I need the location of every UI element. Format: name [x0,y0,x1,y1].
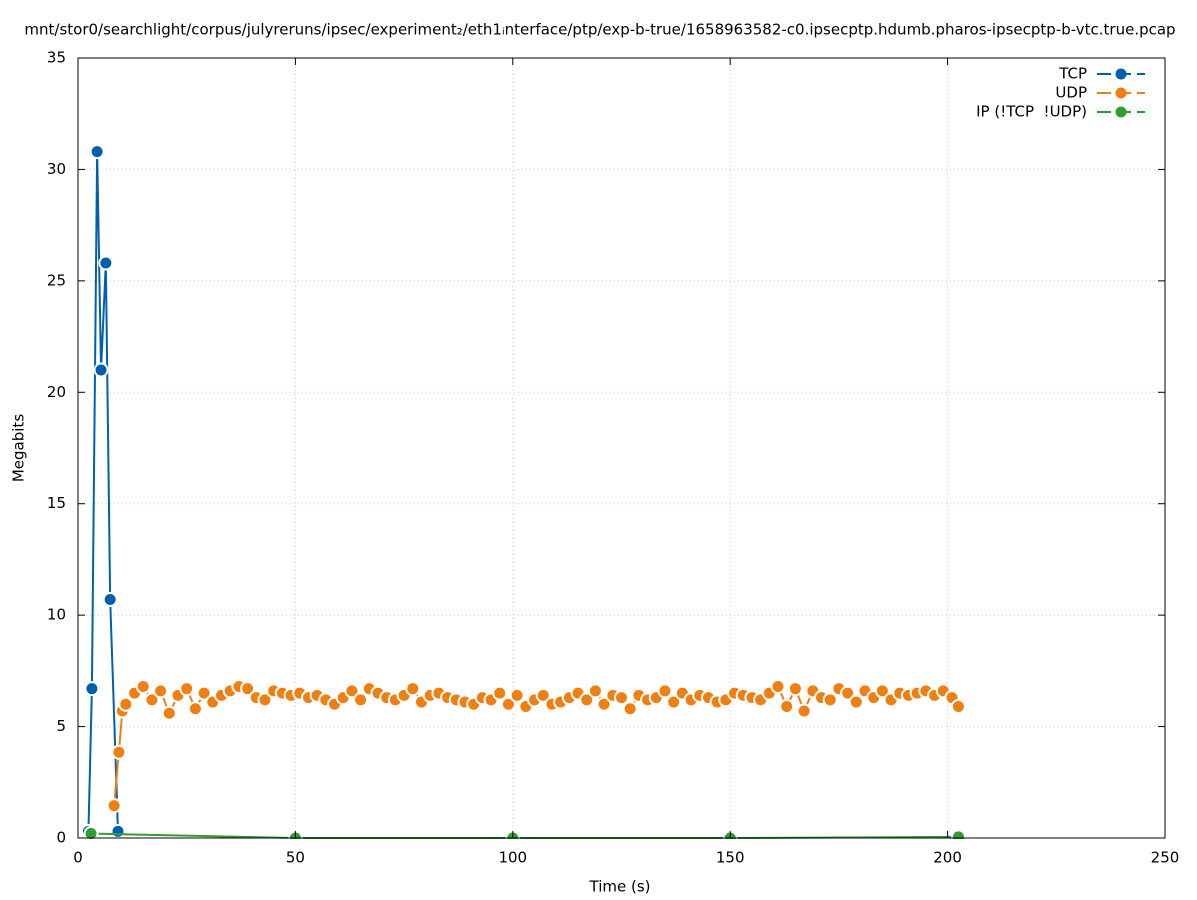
plot-area [80,144,966,839]
data-point [344,683,360,699]
x-tick-label: 0 [73,849,83,867]
x-tick-label: 150 [716,849,745,867]
y-tick-label: 0 [56,829,66,847]
data-point [93,362,109,378]
data-point [135,678,151,694]
legend-marker [1115,87,1127,99]
legend-marker [1115,106,1127,118]
legend-label: UDP [1055,84,1087,102]
data-point [579,692,595,708]
y-tick-label: 15 [47,494,66,512]
data-point [353,692,369,708]
data-point [102,592,118,608]
data-point [666,694,682,710]
data-point [950,829,966,839]
legend-label: IP (!TCP !UDP) [976,103,1087,121]
data-point [874,683,890,699]
data-point [111,744,127,760]
data-point [144,692,160,708]
data-point [240,681,256,697]
data-point [196,685,212,701]
x-tick-label: 100 [498,849,527,867]
y-tick-label: 20 [47,383,66,401]
data-point [796,703,812,719]
data-point [770,678,786,694]
y-tick-label: 35 [47,49,66,67]
data-point [535,687,551,703]
y-tick-label: 5 [56,717,66,735]
x-axis-label: Time (s) [589,878,651,896]
data-point [187,701,203,717]
data-point [84,681,100,697]
data-point [405,681,421,697]
x-tick-label: 200 [933,849,962,867]
legend-label: TCP [1058,65,1087,83]
data-point [840,685,856,701]
data-point [500,696,516,712]
data-point [822,692,838,708]
y-tick-label: 25 [47,271,66,289]
data-point [106,798,122,814]
plot-border [77,57,1166,839]
data-point [587,683,603,699]
y-tick-label: 30 [47,160,66,178]
data-point [98,255,114,271]
data-point [779,699,795,715]
data-point [492,685,508,701]
data-point [118,696,134,712]
x-tick-label: 50 [286,849,305,867]
data-point [161,705,177,721]
data-point [596,696,612,712]
x-tick-label: 250 [1151,849,1180,867]
data-point [89,144,105,160]
data-point [179,681,195,697]
data-point [110,823,126,839]
data-point [622,701,638,717]
data-point [787,681,803,697]
data-point [614,690,629,706]
data-point [509,687,525,703]
data-point [257,692,273,708]
chart-title: mnt/stor0/searchlight/corpus/julyreruns/… [24,21,1175,39]
data-point [153,683,169,699]
y-axis-label: Megabits [10,414,28,482]
y-tick-label: 10 [47,606,66,624]
data-point [83,826,99,839]
legend-marker [1115,68,1127,80]
data-point [657,683,673,699]
data-point [950,699,966,715]
data-point [848,694,864,710]
